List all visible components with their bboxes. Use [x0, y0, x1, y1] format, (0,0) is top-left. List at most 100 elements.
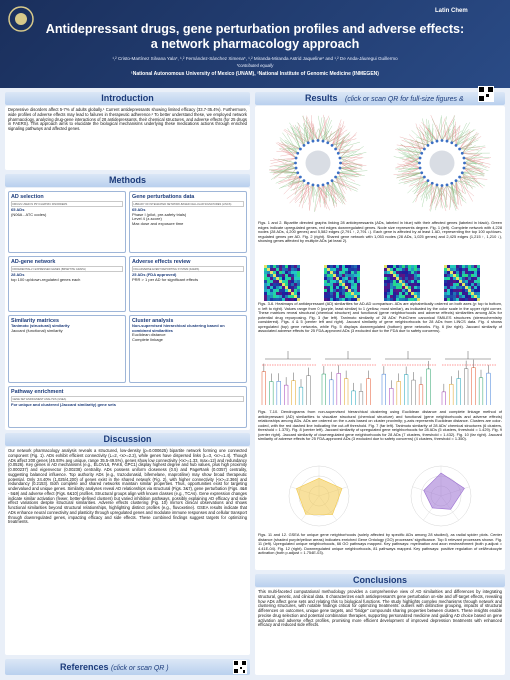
- heat-cell: [459, 268, 462, 271]
- edge: [441, 119, 453, 141]
- edge: [335, 176, 347, 202]
- heat-cell: [408, 274, 411, 277]
- heat-cell: [456, 292, 459, 295]
- heat-cell: [324, 292, 327, 295]
- edge: [423, 133, 425, 149]
- heat-cell: [348, 271, 351, 274]
- heat-cell: [474, 286, 477, 289]
- edge: [455, 130, 469, 146]
- heat-cell: [330, 298, 333, 301]
- heat-cell: [414, 292, 417, 295]
- heat-cell: [273, 268, 276, 271]
- dendro-branch: [358, 391, 364, 405]
- drug-node: [420, 171, 424, 175]
- heat-cell: [393, 289, 396, 292]
- heat-cell: [477, 265, 480, 268]
- heat-cell: [351, 283, 354, 286]
- heat-cell: [333, 283, 336, 286]
- dendro-branch: [261, 371, 266, 405]
- edge: [327, 183, 345, 200]
- edge: [407, 162, 420, 170]
- heat-cell: [465, 286, 468, 289]
- edge: [302, 123, 309, 143]
- edge: [278, 176, 301, 184]
- dendro-branch: [464, 368, 469, 405]
- heat-cell: [354, 271, 357, 274]
- edge: [407, 147, 422, 154]
- edge: [287, 180, 305, 188]
- heat-cell: [417, 274, 420, 277]
- heat-cell: [327, 298, 330, 301]
- unam-logo: [8, 6, 34, 32]
- qr-code[interactable]: [233, 660, 247, 674]
- edge: [462, 153, 483, 157]
- heat-cell: [408, 277, 411, 280]
- edge: [285, 157, 297, 163]
- edge: [339, 167, 353, 172]
- heat-cell: [402, 292, 405, 295]
- edge: [270, 157, 297, 164]
- heat-cell: [456, 268, 459, 271]
- heat-cell: [465, 298, 468, 301]
- edge: [317, 185, 327, 209]
- dendro-branch: [381, 373, 386, 405]
- heat-cell: [336, 265, 339, 268]
- heat-cell: [345, 280, 348, 283]
- heat-cell: [285, 292, 288, 295]
- edge: [459, 136, 482, 150]
- heat-cell: [288, 274, 291, 277]
- heat-cell: [453, 286, 456, 289]
- heat-cell: [405, 292, 408, 295]
- edge: [317, 185, 321, 208]
- drug-node: [326, 141, 330, 145]
- heat-cell: [336, 289, 339, 292]
- edge: [462, 146, 486, 154]
- heat-cell: [276, 295, 279, 298]
- figure-caption: Figs. 1 and 2. Bipartite directed graphs…: [258, 220, 502, 243]
- dendro-branch: [298, 386, 304, 405]
- edge: [428, 128, 438, 142]
- heat-cell: [279, 283, 282, 286]
- heat-cell: [324, 280, 327, 283]
- edge: [410, 140, 425, 150]
- heat-cell: [408, 295, 411, 298]
- heat-cell: [276, 298, 279, 301]
- heat-cell: [351, 280, 354, 283]
- drug-node: [426, 144, 430, 147]
- heat-cell: [414, 283, 417, 286]
- qr-code[interactable]: [478, 86, 494, 102]
- method-line: Euclidean distance: [132, 332, 166, 338]
- drug-node: [418, 166, 422, 170]
- edge: [301, 183, 309, 209]
- heat-cell: [462, 289, 465, 292]
- heat-cell: [384, 286, 387, 289]
- edge: [317, 185, 330, 197]
- edge: [455, 180, 462, 207]
- heat-cell: [348, 274, 351, 277]
- edge: [425, 130, 438, 142]
- method-line: Non-supervised hierarchical clustering b…: [132, 323, 225, 333]
- drug-node: [294, 161, 297, 165]
- edge: [455, 180, 464, 202]
- heat-cell: [288, 280, 291, 283]
- heat-cell: [357, 271, 360, 274]
- edge: [331, 119, 342, 146]
- heat-cell: [264, 295, 267, 298]
- heat-cell: [351, 271, 354, 274]
- heat-cell: [408, 289, 411, 292]
- heat-cell: [444, 265, 447, 268]
- dendro-branch: [389, 388, 394, 405]
- heat-cell: [297, 280, 300, 283]
- edge: [282, 148, 297, 159]
- heat-cell: [474, 277, 477, 280]
- heat-cell: [339, 286, 342, 289]
- edge: [273, 158, 297, 169]
- heat-cell: [405, 280, 408, 283]
- heat-cell: [342, 280, 345, 283]
- edge: [428, 120, 433, 143]
- edge: [325, 183, 328, 205]
- heat-cell: [327, 274, 330, 277]
- edge: [403, 138, 422, 154]
- edge: [403, 176, 425, 185]
- heat-cell: [450, 292, 453, 295]
